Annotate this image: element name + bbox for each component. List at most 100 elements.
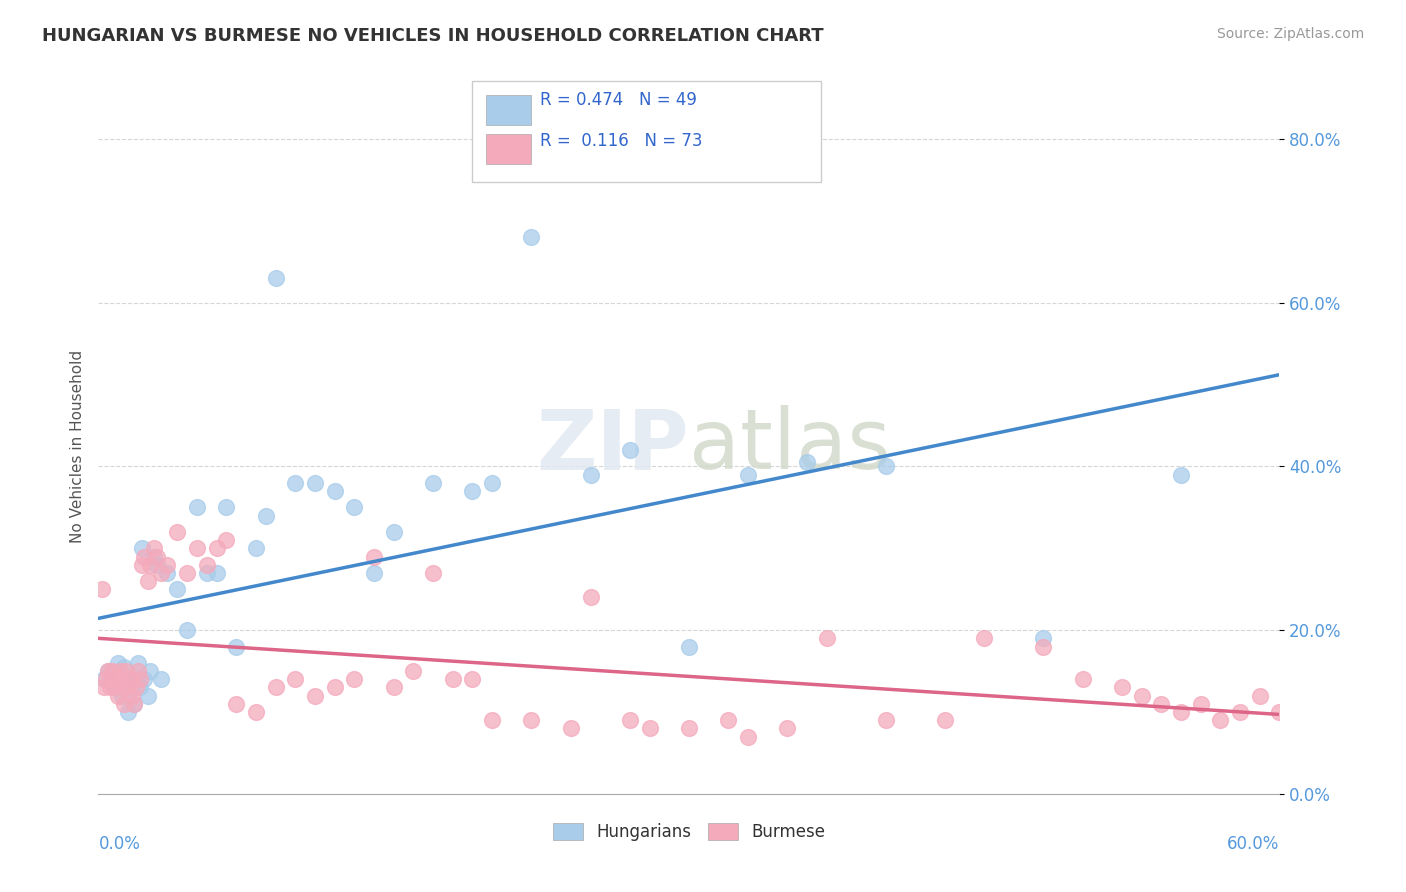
Point <box>112 660 135 674</box>
Point <box>118 673 141 687</box>
Point <box>121 681 143 695</box>
Point <box>117 673 139 687</box>
Point <box>1209 713 1232 727</box>
Point <box>97 664 120 678</box>
Text: R = 0.474   N = 49: R = 0.474 N = 49 <box>540 91 697 109</box>
Point <box>402 664 425 678</box>
Point <box>186 541 208 556</box>
Point <box>323 681 346 695</box>
Point <box>115 664 138 678</box>
Point <box>284 673 307 687</box>
Point <box>560 722 582 736</box>
Point <box>1249 689 1271 703</box>
Point <box>363 549 385 564</box>
Point <box>717 713 740 727</box>
Point <box>156 566 179 580</box>
Point <box>125 681 148 695</box>
Point <box>112 697 135 711</box>
Point <box>1229 705 1251 719</box>
Point <box>176 623 198 637</box>
Point <box>254 508 277 523</box>
Point <box>195 558 218 572</box>
Point <box>127 664 149 678</box>
Point <box>264 271 287 285</box>
Text: 60.0%: 60.0% <box>1227 835 1279 853</box>
Point <box>225 640 247 654</box>
Text: atlas: atlas <box>689 406 890 486</box>
Point <box>103 681 125 695</box>
Point <box>304 689 326 703</box>
Point <box>323 483 346 498</box>
Point <box>111 689 134 703</box>
Text: ZIP: ZIP <box>537 406 689 486</box>
Point <box>117 681 139 695</box>
Point <box>176 566 198 580</box>
Point <box>461 483 484 498</box>
Point <box>215 500 238 515</box>
Point <box>1032 632 1054 646</box>
Point <box>127 656 149 670</box>
Y-axis label: No Vehicles in Household: No Vehicles in Household <box>69 350 84 542</box>
Text: Source: ZipAtlas.com: Source: ZipAtlas.com <box>1216 27 1364 41</box>
Point <box>579 591 602 605</box>
Point <box>150 673 173 687</box>
Point <box>284 475 307 490</box>
Point <box>520 230 543 244</box>
Point <box>343 500 366 515</box>
Point <box>737 730 759 744</box>
Point <box>481 475 503 490</box>
Point <box>225 697 247 711</box>
Point <box>619 443 641 458</box>
Point <box>166 524 188 539</box>
Point <box>128 673 150 687</box>
Point <box>1268 705 1291 719</box>
Point <box>1150 697 1173 711</box>
Point <box>111 681 134 695</box>
Point <box>98 681 121 695</box>
Point <box>166 582 188 597</box>
Point <box>205 566 228 580</box>
Point <box>93 673 115 687</box>
Legend: Hungarians, Burmese: Hungarians, Burmese <box>546 817 832 848</box>
Text: 0.0%: 0.0% <box>98 835 141 853</box>
Point <box>973 632 995 646</box>
Point <box>131 541 153 556</box>
Point <box>96 673 118 687</box>
Point <box>105 673 128 687</box>
Point <box>107 689 129 703</box>
Point <box>108 664 131 678</box>
Point <box>146 558 169 572</box>
Point <box>1032 640 1054 654</box>
Point <box>422 475 444 490</box>
Point <box>125 673 148 687</box>
Text: HUNGARIAN VS BURMESE NO VEHICLES IN HOUSEHOLD CORRELATION CHART: HUNGARIAN VS BURMESE NO VEHICLES IN HOUS… <box>42 27 824 45</box>
Point <box>136 574 159 588</box>
Point <box>1130 689 1153 703</box>
Point <box>737 467 759 482</box>
Point <box>128 681 150 695</box>
Point <box>875 459 897 474</box>
Point <box>156 558 179 572</box>
Point <box>107 656 129 670</box>
Point <box>1189 697 1212 711</box>
Point <box>142 541 165 556</box>
Point <box>132 549 155 564</box>
Point <box>343 673 366 687</box>
Point <box>205 541 228 556</box>
Point <box>264 681 287 695</box>
Point <box>138 664 160 678</box>
Point <box>117 705 139 719</box>
Point <box>245 541 267 556</box>
Point <box>142 549 165 564</box>
Point <box>678 722 700 736</box>
Point <box>441 673 464 687</box>
Text: R =  0.116   N = 73: R = 0.116 N = 73 <box>540 132 703 150</box>
Point <box>101 664 124 678</box>
Point <box>934 713 956 727</box>
Point <box>815 632 838 646</box>
Point <box>245 705 267 719</box>
Point <box>150 566 173 580</box>
Point <box>1170 467 1192 482</box>
Point <box>1170 705 1192 719</box>
Point <box>363 566 385 580</box>
